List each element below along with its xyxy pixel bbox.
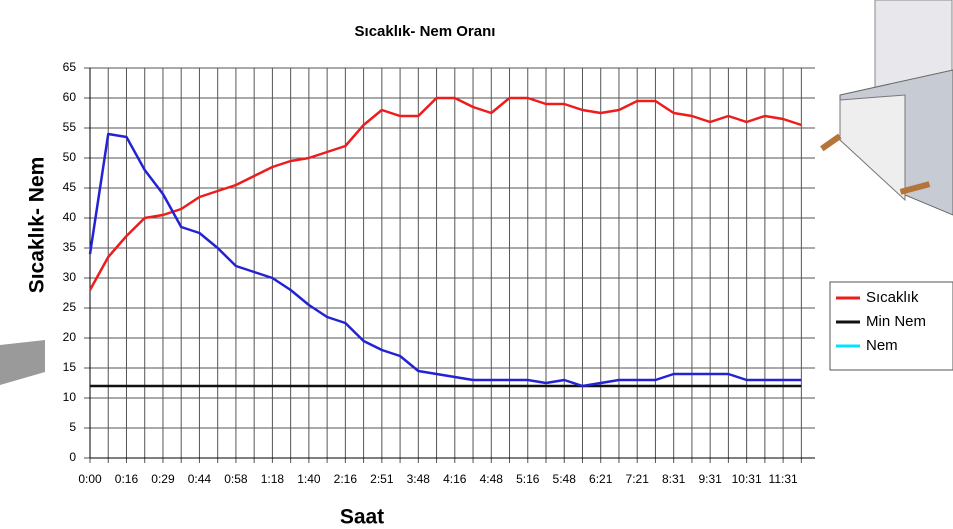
x-tick-label: 4:16 <box>443 472 467 486</box>
x-tick-label: 10:31 <box>732 472 762 486</box>
y-tick-label: 35 <box>63 240 77 254</box>
y-tick-label: 20 <box>63 330 77 344</box>
y-tick-label: 10 <box>63 390 77 404</box>
x-tick-label: 0:00 <box>78 472 102 486</box>
x-tick-label: 2:16 <box>334 472 358 486</box>
x-tick-label: 11:31 <box>769 472 798 486</box>
y-tick-label: 40 <box>63 210 77 224</box>
y-tick-label: 0 <box>69 450 76 464</box>
x-tick-label: 8:31 <box>662 472 686 486</box>
x-tick-label: 1:40 <box>297 472 321 486</box>
x-tick-label: 0:44 <box>188 472 212 486</box>
chart-title: Sıcaklık- Nem Oranı <box>355 23 496 40</box>
y-tick-label: 60 <box>63 90 77 104</box>
y-tick-label: 65 <box>63 60 77 74</box>
x-tick-label: 0:58 <box>224 472 248 486</box>
x-tick-label: 4:48 <box>480 472 504 486</box>
y-tick-label: 15 <box>63 360 77 374</box>
x-tick-label: 7:21 <box>626 472 650 486</box>
x-tick-label: 6:21 <box>589 472 613 486</box>
x-tick-label: 0:29 <box>151 472 175 486</box>
y-tick-label: 25 <box>63 300 77 314</box>
x-tick-label: 5:16 <box>516 472 540 486</box>
x-tick-label: 9:31 <box>698 472 722 486</box>
legend-label: Min Nem <box>866 313 926 330</box>
legend-label: Nem <box>866 337 898 354</box>
x-tick-label: 1:18 <box>261 472 285 486</box>
y-tick-label: 45 <box>63 180 77 194</box>
legend-box <box>829 281 953 371</box>
x-tick-label: 2:51 <box>370 472 394 486</box>
legend-label: Sıcaklık <box>866 289 919 306</box>
x-tick-label: 0:16 <box>115 472 139 486</box>
y-tick-label: 30 <box>63 270 77 284</box>
series-line <box>88 96 802 291</box>
background-decoration <box>0 0 953 385</box>
y-tick-label: 55 <box>63 120 77 134</box>
x-tick-label: 5:48 <box>553 472 577 486</box>
series-line <box>88 132 802 388</box>
y-axis-label: Sıcaklık- Nem <box>26 157 49 294</box>
x-axis-label: Saat <box>340 506 384 529</box>
x-tick-label: 3:48 <box>407 472 431 486</box>
plot-area <box>90 68 815 458</box>
y-tick-label: 5 <box>69 420 76 434</box>
y-tick-label: 50 <box>63 150 77 164</box>
